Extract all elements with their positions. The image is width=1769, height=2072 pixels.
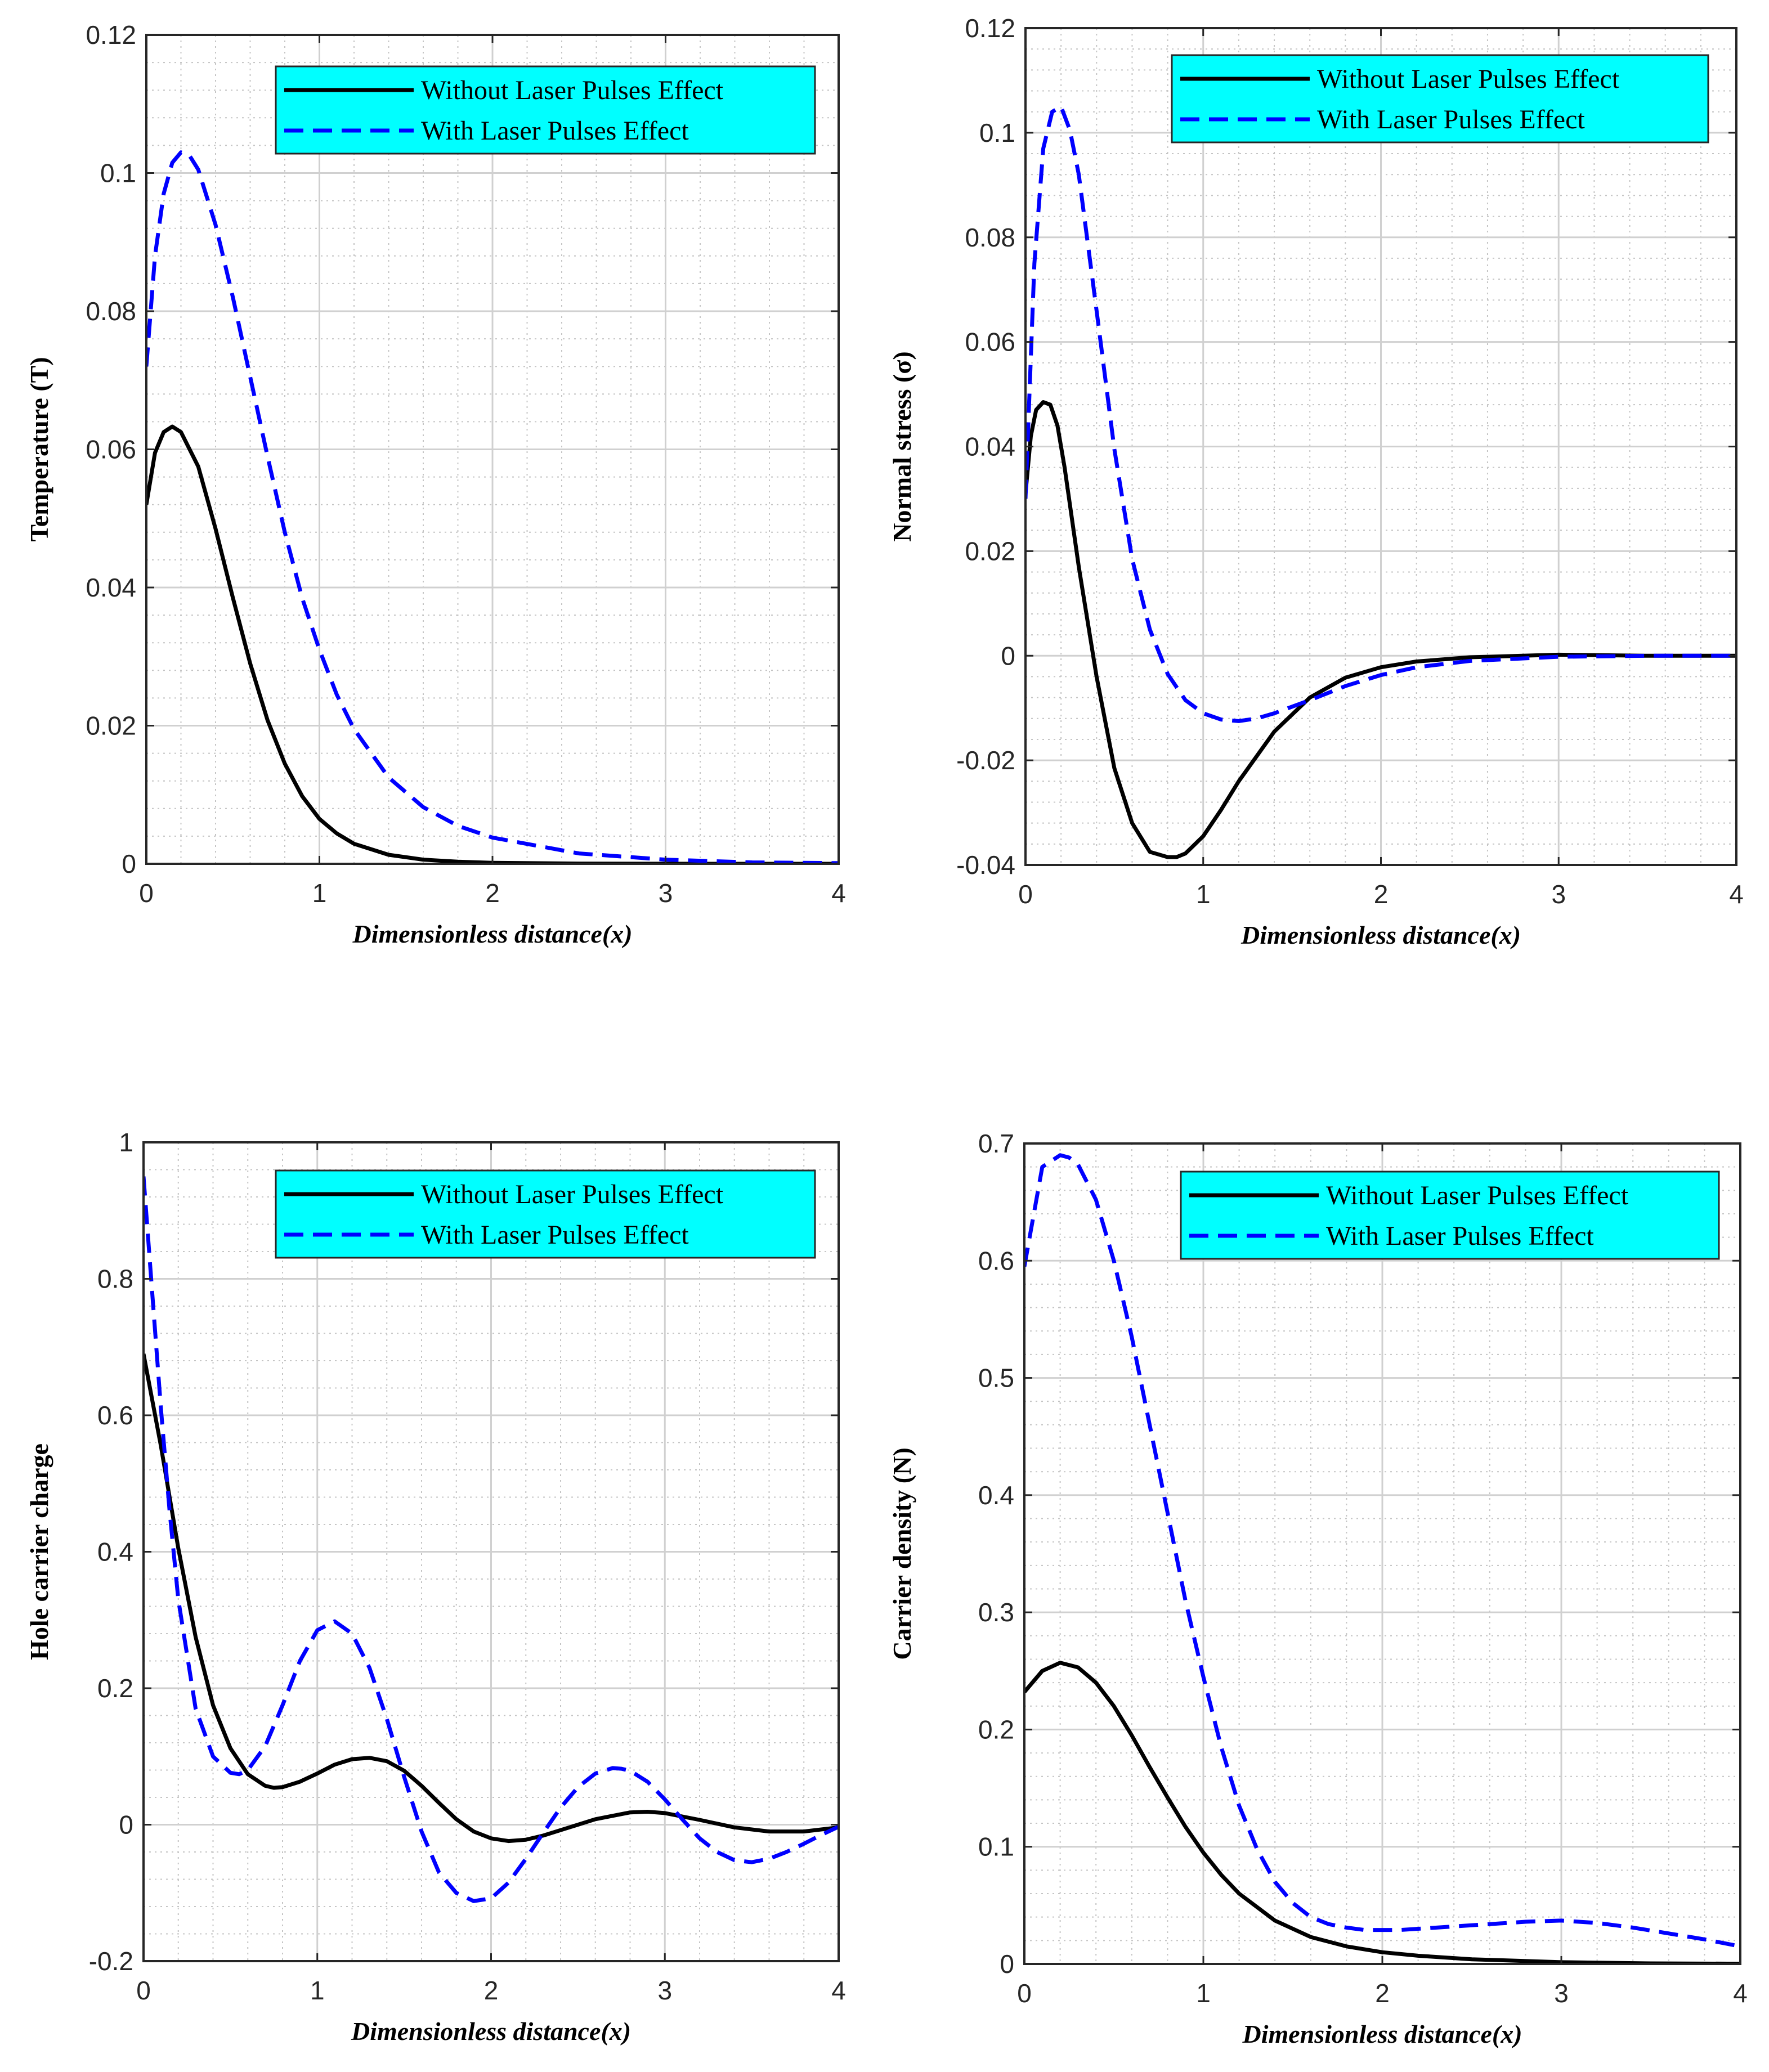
series-line-0: [144, 1353, 839, 1844]
y-tick-label: 0.08: [965, 223, 1015, 252]
y-tick-label: 0.12: [86, 20, 136, 50]
series-line-1: [144, 1176, 839, 1903]
x-tick-label: 1: [1196, 880, 1211, 909]
x-tick-label: 3: [1554, 1979, 1569, 2008]
legend: Without Laser Pulses Effect With Laser Pu…: [1171, 54, 1709, 143]
y-axis-label: Carrier density (N): [888, 1447, 916, 1660]
x-tick-label: 0: [139, 878, 154, 908]
y-tick-label: -0.04: [956, 850, 1015, 880]
legend-label-1: With Laser Pulses Effect: [421, 116, 689, 146]
x-axis-label: Dimensionless distance(x): [352, 920, 632, 948]
x-tick-label: 0: [136, 1976, 151, 2005]
x-tick-label: 4: [1733, 1979, 1748, 2008]
x-axis-label: Dimensionless distance(x): [1242, 2020, 1522, 2048]
y-tick-label: 0.02: [965, 536, 1015, 566]
chart-carrier-density: 0 1 2 3 4 0 0.1 0.2 0.3 0.4 0.5 0.6 0.7 Dimensionless…: [888, 1129, 1748, 2048]
y-tick-label: 0.7: [978, 1129, 1014, 1158]
y-tick-label: 0.06: [965, 328, 1015, 357]
series-line-1: [1024, 1153, 1740, 1949]
y-axis-label: Temperature (T): [25, 357, 53, 541]
y-tick-label: -0.2: [89, 1947, 133, 1976]
x-tick-label: 3: [659, 878, 673, 908]
series-line-1: [1025, 104, 1736, 723]
y-tick-label: 0.08: [86, 297, 136, 326]
y-tick-label: 0.6: [97, 1401, 133, 1430]
legend: Without Laser Pulses Effect With Laser Pu…: [275, 65, 816, 155]
y-tick-label: 0.5: [978, 1364, 1014, 1393]
y-axis-label: Normal stress (σ): [888, 351, 916, 541]
legend: Without Laser Pulses Effect With Laser Pu…: [275, 1169, 816, 1259]
y-tick-label: 0: [1001, 641, 1015, 670]
series-line-1: [146, 150, 839, 864]
x-tick-label: 4: [1729, 880, 1744, 909]
x-tick-label: 3: [1551, 880, 1566, 909]
x-tick-label: 2: [1374, 880, 1389, 909]
y-tick-label: 0.04: [965, 432, 1015, 461]
x-tick-label: 2: [1375, 1979, 1390, 2008]
legend-label-1: With Laser Pulses Effect: [1317, 105, 1585, 134]
x-tick-label: 0: [1018, 880, 1033, 909]
y-tick-label: 0: [1000, 1949, 1014, 1979]
y-tick-label: 0: [119, 1810, 133, 1840]
y-tick-label: 1: [119, 1128, 133, 1157]
y-tick-label: 0.02: [86, 711, 136, 741]
legend-label-0: Without Laser Pulses Effect: [421, 75, 724, 105]
series-line-0: [1025, 400, 1736, 859]
legend-label-1: With Laser Pulses Effect: [421, 1220, 689, 1250]
y-tick-label: 0.4: [97, 1537, 133, 1567]
x-tick-label: 4: [831, 1976, 846, 2005]
legend-label-0: Without Laser Pulses Effect: [421, 1179, 724, 1209]
y-tick-label: 0.1: [100, 159, 136, 188]
y-tick-label: 0.04: [86, 573, 136, 602]
y-tick-label: 0.1: [978, 1832, 1014, 1862]
x-tick-label: 1: [1196, 1979, 1211, 2008]
y-tick-label: 0.2: [97, 1674, 133, 1703]
y-tick-label: 0.6: [978, 1246, 1014, 1275]
legend-box: [275, 1169, 816, 1259]
legend-label-0: Without Laser Pulses Effect: [1317, 64, 1620, 94]
y-tick-label: 0.12: [965, 14, 1015, 43]
x-tick-label: 2: [485, 878, 500, 908]
y-tick-label: 0.8: [97, 1264, 133, 1294]
y-tick-label: 0.2: [978, 1715, 1014, 1744]
series-line-0: [1024, 1661, 1740, 1964]
y-tick-label: -0.02: [956, 746, 1015, 775]
y-tick-label: 0.06: [86, 435, 136, 464]
y-tick-label: 0: [122, 849, 136, 878]
x-axis-label: Dimensionless distance(x): [1240, 921, 1521, 949]
legend-label-0: Without Laser Pulses Effect: [1326, 1181, 1629, 1210]
x-axis-label: Dimensionless distance(x): [351, 2017, 631, 2046]
y-tick-label: 0.4: [978, 1481, 1014, 1510]
x-tick-label: 0: [1017, 1979, 1032, 2008]
legend-box: [275, 65, 816, 155]
y-tick-label: 0.1: [979, 118, 1015, 147]
x-tick-label: 3: [657, 1976, 672, 2005]
legend-box: [1171, 54, 1709, 143]
y-tick-label: 0.3: [978, 1598, 1014, 1627]
legend-box: [1180, 1170, 1720, 1260]
legend: Without Laser Pulses Effect With Laser Pu…: [1180, 1170, 1720, 1260]
legend-label-1: With Laser Pulses Effect: [1326, 1221, 1594, 1251]
x-tick-label: 2: [484, 1976, 499, 2005]
x-tick-label: 1: [312, 878, 327, 908]
chart-temperature: 0 1 2 3 4 0 0.02 0.04 0.06 0.08 0.1 0.12 Dimensionle…: [25, 20, 846, 948]
y-axis-label: Hole carrier charge: [25, 1443, 53, 1660]
x-tick-label: 4: [831, 878, 846, 908]
x-tick-label: 1: [310, 1976, 325, 2005]
chart-normal-stress: 0 1 2 3 4 -0.04 -0.02 0 0.02 0.04 0.06 0.08 0.1 0.12 D…: [888, 14, 1744, 949]
